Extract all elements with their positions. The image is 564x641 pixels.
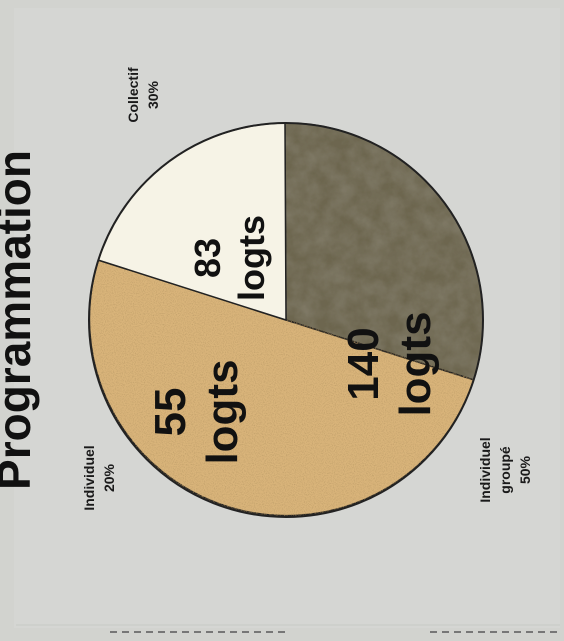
- count-unit-individuel: logts: [198, 359, 247, 464]
- count-label-individuel-groupe: 140 logts: [339, 311, 440, 416]
- category-name-individuel-groupe-line2: groupé: [497, 446, 513, 494]
- category-label-collectif: Collectif 30%: [125, 67, 161, 123]
- category-name-individuel-groupe-line1: Individuel: [477, 437, 493, 502]
- category-percent-individuel: 20%: [101, 463, 117, 492]
- count-value-collectif: 83: [187, 238, 228, 278]
- count-label-individuel: 55 logts: [146, 359, 247, 464]
- count-unit-collectif: logts: [231, 215, 272, 301]
- pie-outline: [88, 122, 484, 518]
- count-value-individuel: 55: [146, 388, 195, 437]
- count-value-individuel-groupe: 140: [339, 327, 388, 400]
- category-label-individuel-groupe: Individuel groupé 50%: [477, 437, 533, 502]
- chart-heading: Programmation: [0, 150, 40, 490]
- count-label-collectif: 83 logts: [187, 215, 272, 301]
- pie: [88, 122, 484, 518]
- category-percent-collectif: 30%: [145, 80, 161, 109]
- category-percent-individuel-groupe: 50%: [517, 455, 533, 484]
- count-unit-individuel-groupe: logts: [391, 311, 440, 416]
- category-name-individuel: Individuel: [81, 445, 97, 510]
- category-label-individuel: Individuel 20%: [81, 445, 117, 510]
- category-name-collectif: Collectif: [125, 67, 141, 123]
